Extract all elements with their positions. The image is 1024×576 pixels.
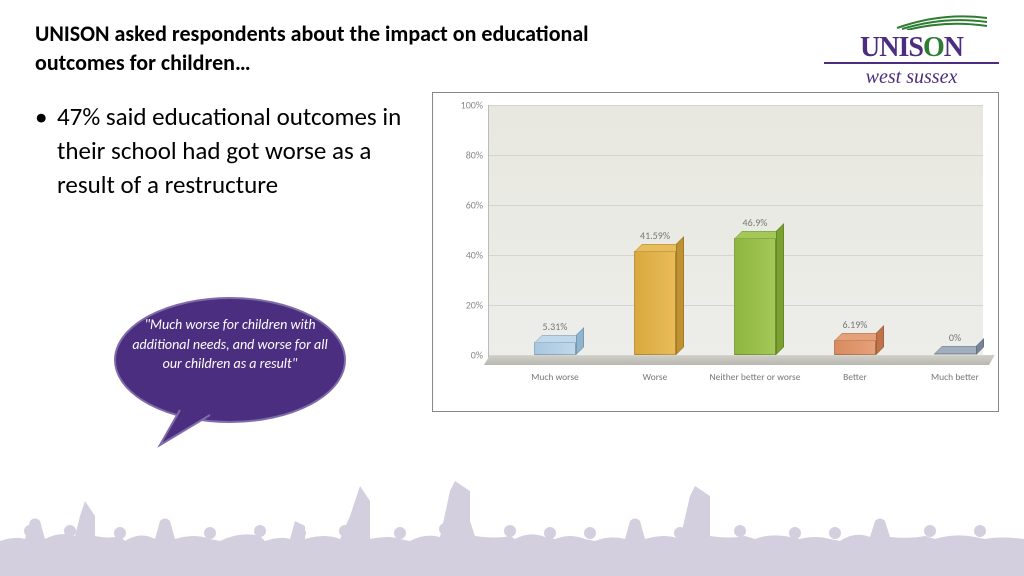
x-axis-label: Better [805, 371, 905, 383]
page-title: UNISON asked respondents about the impac… [35, 20, 655, 77]
chart-bar: 0%Much better [934, 353, 976, 355]
bar-value-label: 46.9% [743, 216, 768, 229]
chart-bar: 5.31%Much worse [534, 342, 576, 355]
bar-chart: 0%20%40%60%80%100%5.31%Much worse41.59%W… [432, 92, 999, 412]
y-axis-label: 100% [438, 99, 483, 112]
bar-value-label: 5.31% [543, 320, 568, 333]
logo-sub-text: west sussex [824, 62, 999, 89]
logo-swoosh-icon [892, 10, 992, 30]
x-axis-label: Worse [605, 371, 705, 383]
gridline [489, 155, 983, 156]
logo-main-text: UNISON [824, 35, 999, 60]
chart-floor [484, 355, 995, 365]
x-axis-label: Much worse [505, 371, 605, 383]
y-axis-label: 80% [438, 149, 483, 162]
y-axis-label: 40% [438, 249, 483, 262]
speech-bubble: "Much worse for children with additional… [110, 290, 350, 430]
y-axis-label: 60% [438, 199, 483, 212]
bar-value-label: 0% [949, 331, 961, 344]
y-axis-label: 20% [438, 299, 483, 312]
bar-value-label: 6.19% [843, 318, 868, 331]
y-axis-label: 0% [438, 349, 483, 362]
bar-value-label: 41.59% [640, 229, 670, 242]
gridline [489, 355, 983, 356]
chart-bar: 6.19%Better [834, 340, 876, 355]
bullet-point: 47% said educational outcomes in their s… [35, 100, 405, 201]
gridline [489, 205, 983, 206]
gridline [489, 105, 983, 106]
chart-bar: 46.9%Neither better or worse [734, 238, 776, 355]
unison-logo: UNISON west sussex [824, 10, 999, 89]
chart-bar: 41.59%Worse [634, 251, 676, 355]
crowd-silhouette-icon [0, 481, 1024, 576]
x-axis-label: Much better [905, 371, 1005, 383]
x-axis-label: Neither better or worse [705, 371, 805, 383]
chart-plot-area: 0%20%40%60%80%100%5.31%Much worse41.59%W… [488, 105, 983, 365]
speech-bubble-text: "Much worse for children with additional… [130, 315, 330, 374]
